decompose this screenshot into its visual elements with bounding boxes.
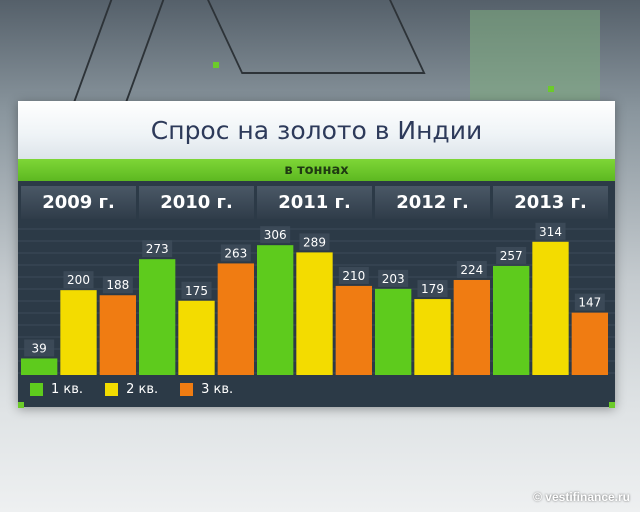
background-frame-left: [72, 0, 172, 104]
value-label-box: [220, 244, 251, 262]
bar-2-2: [178, 300, 215, 375]
value-label-box: [181, 281, 212, 299]
value-label-box: [260, 226, 291, 244]
corner-marker: [213, 62, 219, 68]
value-label: 203: [382, 272, 405, 286]
year-header: 2013 г.: [493, 186, 608, 219]
bar-1-5: [493, 265, 530, 375]
background-frame-right: [202, 0, 426, 74]
legend-swatch: [105, 382, 119, 396]
title-bar: Спрос на золото в Индии: [18, 101, 615, 159]
bar-3-4: [453, 279, 490, 375]
legend-item: 2 кв.: [105, 382, 158, 397]
legend-label: 1 кв.: [51, 381, 84, 397]
value-label: 306: [264, 228, 287, 242]
bar-2-5: [532, 241, 569, 375]
background-block: [470, 10, 600, 100]
year-header: 2012 г.: [375, 186, 490, 219]
value-label-box: [24, 339, 55, 357]
year-header: 2009 г.: [21, 186, 136, 219]
value-label-box: [102, 276, 133, 294]
subtitle-bar: в тоннах: [18, 159, 615, 181]
legend-label: 3 кв.: [201, 381, 234, 397]
value-label: 289: [303, 235, 326, 249]
value-label: 175: [185, 284, 208, 298]
chart-title: Спрос на золото в Индии: [150, 115, 483, 145]
legend: 1 кв. 2 кв. 3 кв.: [30, 379, 255, 399]
value-label: 224: [460, 263, 483, 277]
bar-1-3: [257, 245, 294, 375]
legend-swatch: [30, 382, 43, 396]
value-label: 188: [106, 278, 129, 292]
value-label: 263: [224, 246, 247, 260]
watermark: © vestifinance.ru: [533, 490, 630, 504]
legend-swatch: [180, 382, 194, 396]
legend-label: 2 кв.: [126, 381, 159, 397]
value-label-box: [574, 293, 605, 311]
bar-3-2: [217, 263, 254, 375]
value-label: 147: [578, 296, 601, 310]
value-label: 200: [67, 273, 90, 287]
legend-item: 3 кв.: [180, 382, 233, 397]
value-label: 179: [421, 282, 444, 296]
value-label: 257: [500, 249, 523, 263]
bar-plot: 39 200 188 273 175 263 306 289 210 203 179 224 257 31…: [18, 222, 615, 375]
bar-3-3: [335, 285, 372, 375]
corner-marker: [18, 402, 24, 408]
year-headers: 2009 г. 2010 г. 2011 г. 2012 г. 2013 г.: [18, 186, 615, 219]
legend-item: 1 кв.: [30, 382, 83, 397]
value-label-box: [417, 280, 448, 298]
bar-3-1: [99, 295, 136, 375]
year-header: 2010 г.: [139, 186, 254, 219]
value-label-box: [496, 246, 527, 264]
year-header: 2011 г.: [257, 186, 372, 219]
value-label-box: [338, 266, 369, 284]
bar-2-1: [60, 290, 97, 375]
value-label-box: [378, 269, 409, 287]
value-label: 273: [146, 242, 169, 256]
bar-1-2: [139, 259, 176, 375]
value-label-box: [142, 240, 173, 258]
value-label-box: [535, 222, 566, 240]
bar-2-4: [414, 299, 451, 375]
value-label-box: [456, 260, 487, 278]
value-label: 314: [539, 225, 562, 239]
corner-marker: [609, 402, 615, 408]
bar-1-4: [375, 288, 412, 375]
value-label-box: [299, 233, 330, 251]
value-label: 210: [342, 269, 365, 283]
bar-2-3: [296, 252, 333, 375]
chart-board: Спрос на золото в Индии в тоннах 2009 г.…: [18, 101, 615, 407]
bar-1-1: [21, 358, 58, 375]
value-label-box: [63, 271, 94, 289]
bar-3-5: [571, 312, 608, 375]
chart-subtitle: в тоннах: [284, 162, 349, 178]
value-label: 39: [32, 341, 47, 355]
corner-marker: [548, 86, 554, 92]
